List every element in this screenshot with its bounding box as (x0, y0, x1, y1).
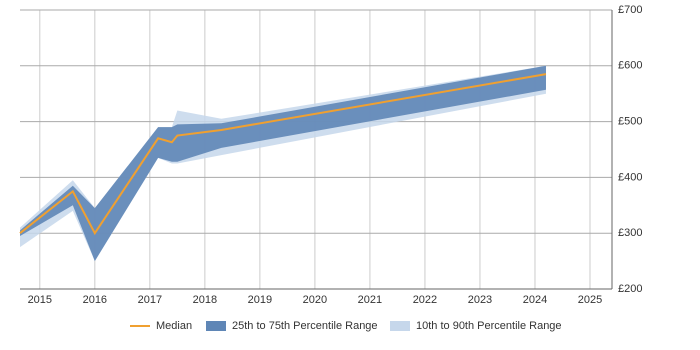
x-tick-label: 2023 (468, 294, 492, 306)
legend-label: Median (156, 320, 192, 332)
x-tick-label: 2020 (303, 294, 327, 306)
x-tick-label: 2024 (523, 294, 547, 306)
y-tick-label: £700 (618, 4, 642, 16)
legend-swatch (206, 321, 226, 331)
x-tick-label: 2022 (413, 294, 437, 306)
x-tick-label: 2025 (578, 294, 602, 306)
legend-label: 25th to 75th Percentile Range (232, 320, 378, 332)
percentile-band (20, 65, 546, 262)
y-tick-label: £500 (618, 116, 642, 128)
y-tick-label: £400 (618, 171, 642, 183)
x-tick-label: 2021 (358, 294, 382, 306)
x-tick-label: 2015 (28, 294, 52, 306)
x-tick-label: 2016 (83, 294, 107, 306)
x-tick-label: 2018 (193, 294, 217, 306)
y-tick-label: £300 (618, 227, 642, 239)
x-tick-label: 2017 (138, 294, 162, 306)
legend-swatch (390, 321, 410, 331)
legend-label: 10th to 90th Percentile Range (416, 320, 562, 332)
median-line (19, 73, 547, 236)
y-tick-label: £200 (618, 283, 642, 295)
x-tick-label: 2019 (248, 294, 272, 306)
percentile-band (20, 65, 546, 262)
y-tick-label: £600 (618, 60, 642, 72)
